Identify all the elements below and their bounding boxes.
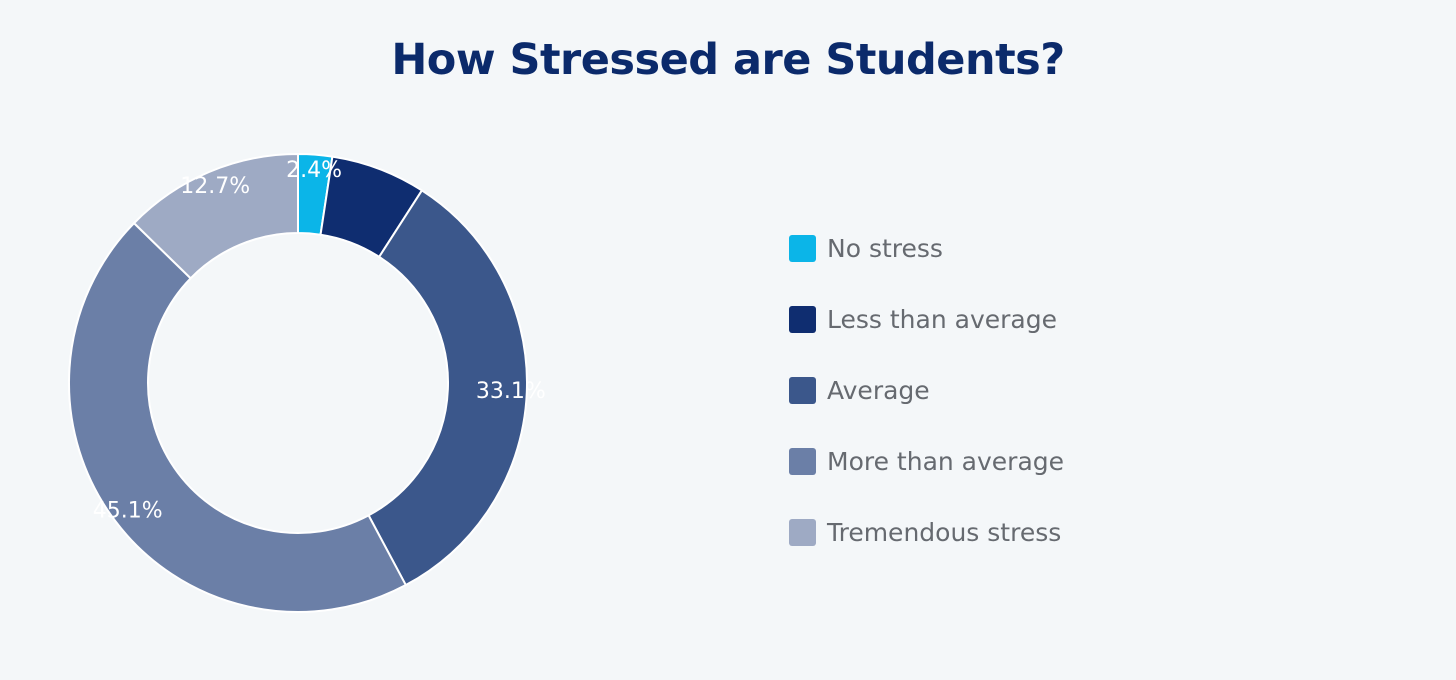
slice-tremendous-stress — [133, 153, 299, 280]
slice-label-more-than-average: 45.1% — [93, 498, 163, 523]
legend-item-average: Average — [789, 370, 1064, 411]
donut-slices — [68, 153, 528, 613]
legend-item-no-stress: No stress — [789, 228, 1064, 269]
legend-item-less-than-average: Less than average — [789, 299, 1064, 340]
slice-label-average: 33.1% — [476, 379, 546, 404]
legend-label: Less than average — [827, 305, 1057, 334]
legend-swatch — [789, 448, 816, 475]
chart-legend: No stress Less than average Average More th… — [789, 228, 1064, 583]
slice-average — [367, 189, 528, 587]
chart-title: How Stressed are Students? — [391, 35, 1065, 85]
legend-item-more-than-average: More than average — [789, 441, 1064, 482]
donut-slice-labels: 2.4% 33.1% 45.1% 12.7% — [93, 158, 546, 523]
legend-item-tremendous-stress: Tremendous stress — [789, 512, 1064, 553]
legend-label: No stress — [827, 234, 943, 263]
slice-label-no-stress: 2.4% — [286, 158, 342, 183]
slice-label-tremendous-stress: 12.7% — [180, 174, 250, 199]
legend-swatch — [789, 519, 816, 546]
slice-more-than-average — [68, 222, 407, 613]
legend-label: Average — [827, 376, 930, 405]
legend-label: More than average — [827, 447, 1065, 476]
legend-label: Tremendous stress — [827, 518, 1062, 547]
donut-chart: 2.4% 33.1% 45.1% 12.7% — [68, 153, 546, 613]
legend-swatch — [789, 306, 816, 333]
legend-swatch — [789, 377, 816, 404]
legend-swatch — [789, 235, 816, 262]
